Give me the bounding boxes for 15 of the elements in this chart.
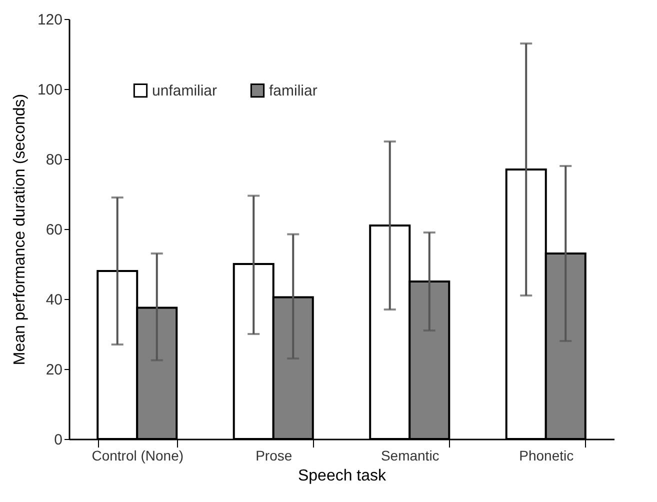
y-tick-label: 120 bbox=[37, 12, 62, 28]
y-tick-label: 100 bbox=[37, 82, 62, 98]
y-tick-label: 0 bbox=[54, 432, 62, 448]
y-tick-label: 20 bbox=[46, 362, 62, 378]
x-tick-label: Semantic bbox=[380, 448, 440, 464]
y-tick-label: 40 bbox=[46, 292, 62, 308]
y-axis-title: Mean performance duration (seconds) bbox=[11, 94, 28, 366]
x-tick-label: Prose bbox=[256, 448, 292, 464]
legend-label: familiar bbox=[269, 82, 318, 100]
x-tick-label: Phonetic bbox=[519, 448, 574, 464]
x-tick-label: Control (None) bbox=[92, 448, 184, 464]
y-tick-label: 60 bbox=[46, 222, 62, 238]
legend-label: unfamiliar bbox=[152, 82, 218, 100]
y-tick-label: 80 bbox=[46, 152, 62, 168]
x-axis-title: Speech task bbox=[298, 468, 388, 484]
